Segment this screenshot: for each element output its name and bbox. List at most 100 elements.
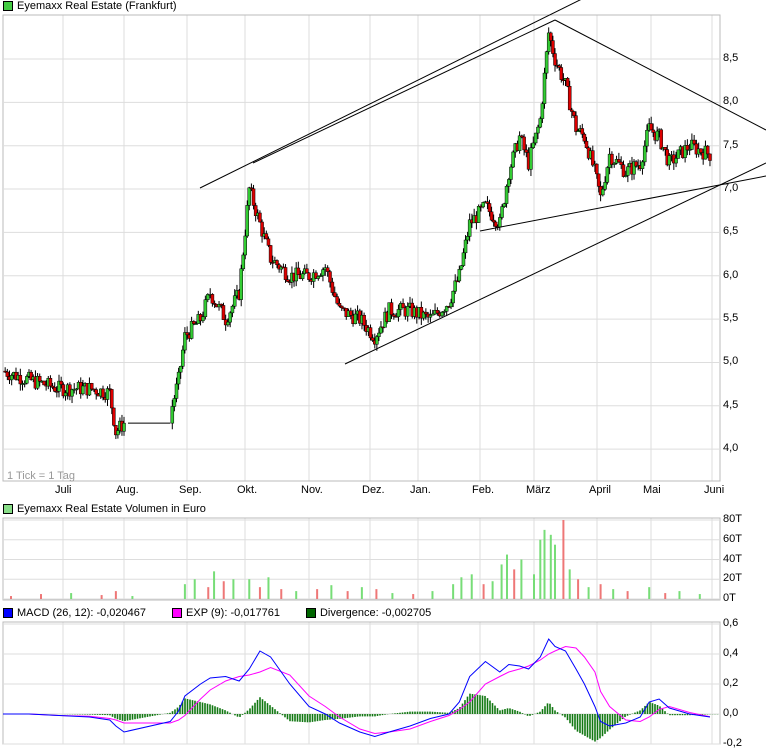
candle-body [264, 233, 269, 240]
candle-body [461, 252, 466, 266]
divergence-bar [86, 714, 89, 715]
candle-body [663, 147, 667, 150]
trendline [479, 175, 766, 232]
candle-body [421, 311, 426, 319]
candle-body [108, 388, 112, 390]
candle-body [325, 267, 330, 272]
x-tick-label: Okt. [237, 484, 258, 496]
candle-body [22, 382, 27, 385]
divergence-bar [379, 714, 381, 716]
divergence-bar [131, 714, 134, 720]
divergence-bar [259, 697, 261, 714]
candle-body [340, 305, 344, 309]
candle-body [25, 376, 29, 384]
divergence-bar [501, 709, 504, 714]
candle-body [266, 238, 271, 246]
divergence-bar [456, 708, 459, 714]
candle-body [245, 205, 250, 237]
volume-bar [577, 579, 580, 599]
candle-body [300, 273, 305, 279]
divergence-bar [184, 698, 186, 714]
divergence-bar [441, 712, 444, 714]
candle-body [42, 380, 46, 386]
candle-body [485, 201, 490, 204]
price-y-tick: 4,5 [723, 398, 739, 411]
divergence-bar [541, 709, 544, 714]
candle-body [511, 151, 515, 168]
divergence-bar [641, 708, 644, 714]
candle-body [576, 130, 580, 132]
divergence-bar [341, 714, 344, 719]
candle-body [379, 326, 383, 334]
candle-body [619, 161, 623, 166]
divergence-bar [436, 712, 439, 714]
candle-body [440, 312, 444, 317]
divergence-bar [614, 714, 616, 726]
price-y-tick: 7,0 [723, 182, 739, 195]
divergence-bar [664, 711, 666, 714]
divergence-bar [401, 712, 404, 714]
candle-body [52, 387, 57, 392]
divergence-bar [624, 714, 626, 718]
candle-body [275, 260, 279, 266]
divergence-bar [521, 713, 524, 714]
candle-body [48, 378, 53, 387]
candle-body [544, 51, 549, 74]
divergence-bar [414, 711, 416, 714]
divergence-bar [371, 714, 374, 717]
price-y-tick: 4,0 [723, 442, 739, 455]
divergence-bar [471, 694, 474, 714]
candle-body [489, 211, 494, 221]
candle-body [70, 389, 74, 397]
divergence-bar [141, 714, 144, 718]
volume-bar [533, 574, 535, 599]
divergence-bar [636, 711, 639, 714]
divergence-bar [611, 714, 614, 728]
volume-bar [431, 591, 434, 599]
volume-bar [539, 539, 542, 599]
divergence-bar [289, 714, 291, 722]
divergence-bar [384, 714, 386, 715]
divergence-bar [451, 711, 454, 714]
candle-body [603, 182, 607, 190]
divergence-bar [156, 714, 159, 716]
divergence-bar [626, 714, 629, 716]
divergence-bar [174, 709, 176, 714]
candle-body [203, 299, 208, 318]
candle-body [247, 187, 252, 206]
volume-bar [248, 579, 251, 599]
divergence-bar [94, 714, 96, 715]
volume-bar [568, 569, 571, 599]
divergence-bar [459, 707, 461, 714]
candle-body [476, 206, 481, 223]
candle-body [557, 65, 561, 68]
divergence-bar [159, 714, 161, 715]
divergence-bar [166, 713, 169, 714]
divergence-bar [634, 712, 636, 714]
divergence-bar [249, 708, 251, 714]
candle-body [321, 269, 325, 276]
divergence-bar [581, 714, 584, 735]
volume-bar [513, 569, 516, 599]
volume-bar [232, 579, 235, 599]
candle-body [201, 316, 205, 322]
divergence-bar [594, 714, 596, 742]
volume-bar [213, 571, 216, 599]
x-tick-label: Aug. [116, 484, 139, 496]
candle-body [687, 149, 692, 151]
divergence-bar [241, 714, 244, 715]
candle-body [112, 407, 116, 426]
divergence-bar [124, 714, 126, 722]
divergence-bar [406, 711, 409, 714]
divergence-bar [299, 714, 301, 722]
candle-body [37, 376, 42, 382]
divergence-bar [381, 714, 384, 716]
candle-body [377, 332, 381, 337]
candle-body [239, 268, 243, 300]
price-y-tick: 8,5 [723, 52, 739, 64]
candle-body [567, 86, 572, 111]
candle-body [318, 275, 323, 277]
exp-swatch-icon [172, 608, 183, 618]
candle-body [655, 130, 659, 141]
candle-body [465, 236, 470, 241]
